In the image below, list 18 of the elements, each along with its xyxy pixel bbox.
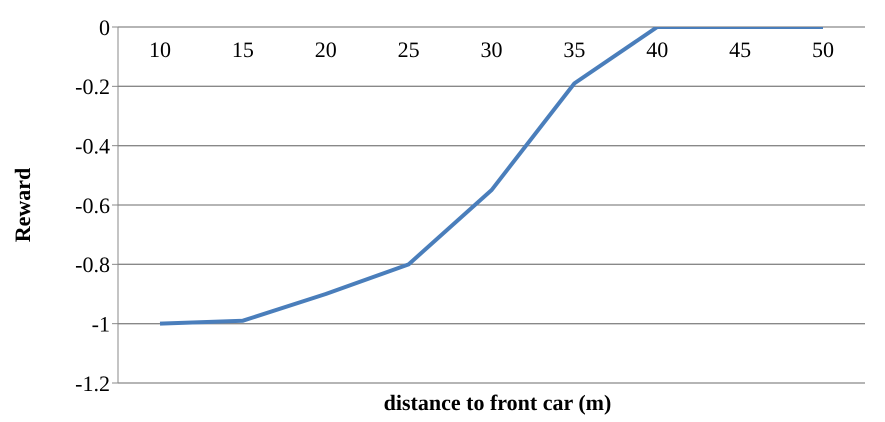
y-tick-label: -0.6 [75, 192, 110, 218]
y-tick-label: -0.4 [75, 133, 110, 158]
x-tick-label: 50 [812, 37, 834, 62]
y-tick-label: -1 [92, 311, 110, 336]
x-tick-label: 40 [646, 37, 668, 62]
x-tick-label: 20 [314, 37, 337, 62]
y-tick-label: -1.2 [75, 370, 110, 396]
x-tick-label: 45 [729, 37, 752, 62]
y-tick-label: -0.2 [75, 74, 110, 100]
x-tick-label: 10 [149, 37, 171, 62]
y-tick-label: -0.8 [75, 252, 110, 278]
x-tick-label: 35 [563, 37, 586, 62]
y-axis-title: Reward [10, 168, 35, 242]
x-tick-label: 25 [398, 37, 420, 62]
x-tick-label: 15 [232, 37, 254, 62]
y-tick-label: 0 [99, 14, 110, 40]
x-axis-title: distance to front car (m) [382, 390, 612, 416]
x-tick-label: 30 [480, 37, 502, 62]
